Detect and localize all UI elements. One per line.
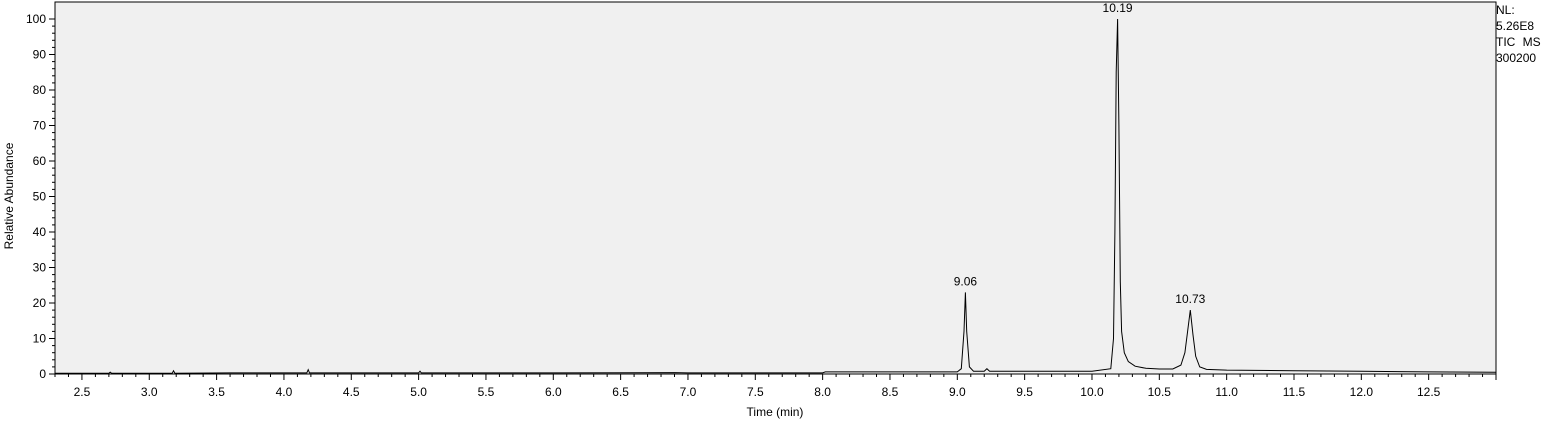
x-tick-label: 3.0	[141, 385, 158, 399]
x-tick-label: 8.0	[814, 385, 831, 399]
peak-labels: 9.06 10.19 10.73	[954, 1, 1206, 306]
x-tick-label: 10.0	[1080, 385, 1104, 399]
x-tick-label: 4.0	[276, 385, 293, 399]
x-tick-label: 7.5	[747, 385, 764, 399]
x-tick-label: 12.0	[1350, 385, 1374, 399]
x-tick-label: 12.5	[1417, 385, 1441, 399]
y-tick-label: 30	[33, 261, 47, 275]
y-tick-label: 80	[33, 83, 47, 97]
peak-label: 9.06	[954, 274, 978, 288]
x-tick-label: 10.5	[1148, 385, 1172, 399]
y-tick-label: 40	[33, 225, 47, 239]
y-tick-label: 90	[33, 48, 47, 62]
x-tick-label: 5.5	[478, 385, 495, 399]
nl-value: 5.26E8	[1496, 19, 1535, 33]
y-tick-label: 20	[33, 296, 47, 310]
x-tick-label: 5.0	[410, 385, 427, 399]
x-tick-label: 4.5	[343, 385, 360, 399]
y-tick-label: 60	[33, 154, 47, 168]
x-tick-label: 6.0	[545, 385, 562, 399]
x-axis: 2.5 3.0 3.5 4.0 4.5 5.0 5.5 6.0 6.5 7.0 7.5 8.0 8.5 9…	[54, 374, 1497, 399]
peak-label: 10.19	[1103, 1, 1133, 15]
x-tick-label: 6.5	[612, 385, 629, 399]
y-axis: 0 10 20 30 40 50 60 70 80 90 100	[26, 12, 55, 381]
x-tick-label: 3.5	[208, 385, 225, 399]
y-axis-label: Relative Abundance	[2, 142, 16, 249]
y-tick-label: 50	[33, 190, 47, 204]
x-tick-label: 9.0	[949, 385, 966, 399]
x-axis-label: Time (min)	[747, 405, 804, 419]
file-id: 300200	[1496, 51, 1537, 65]
peak-label: 10.73	[1175, 292, 1205, 306]
y-tick-label: 0	[39, 367, 46, 381]
nl-label: NL:	[1496, 3, 1515, 17]
y-tick-label: 70	[33, 119, 47, 133]
x-tick-label: 7.0	[680, 385, 697, 399]
x-tick-label: 11.0	[1215, 385, 1238, 399]
series-line-tic	[55, 18, 1497, 374]
x-tick-label: 9.5	[1016, 385, 1033, 399]
acquisition-info: NL: 5.26E8 TIC MS 300200	[1496, 2, 1541, 66]
x-tick-label: 8.5	[882, 385, 899, 399]
y-tick-label: 100	[26, 12, 46, 26]
x-tick-label: 2.5	[74, 385, 91, 399]
x-tick-label: 11.5	[1283, 385, 1306, 399]
plot-area	[54, 1, 1497, 375]
y-tick-label: 10	[33, 332, 47, 346]
trace-type: TIC MS	[1496, 35, 1541, 49]
